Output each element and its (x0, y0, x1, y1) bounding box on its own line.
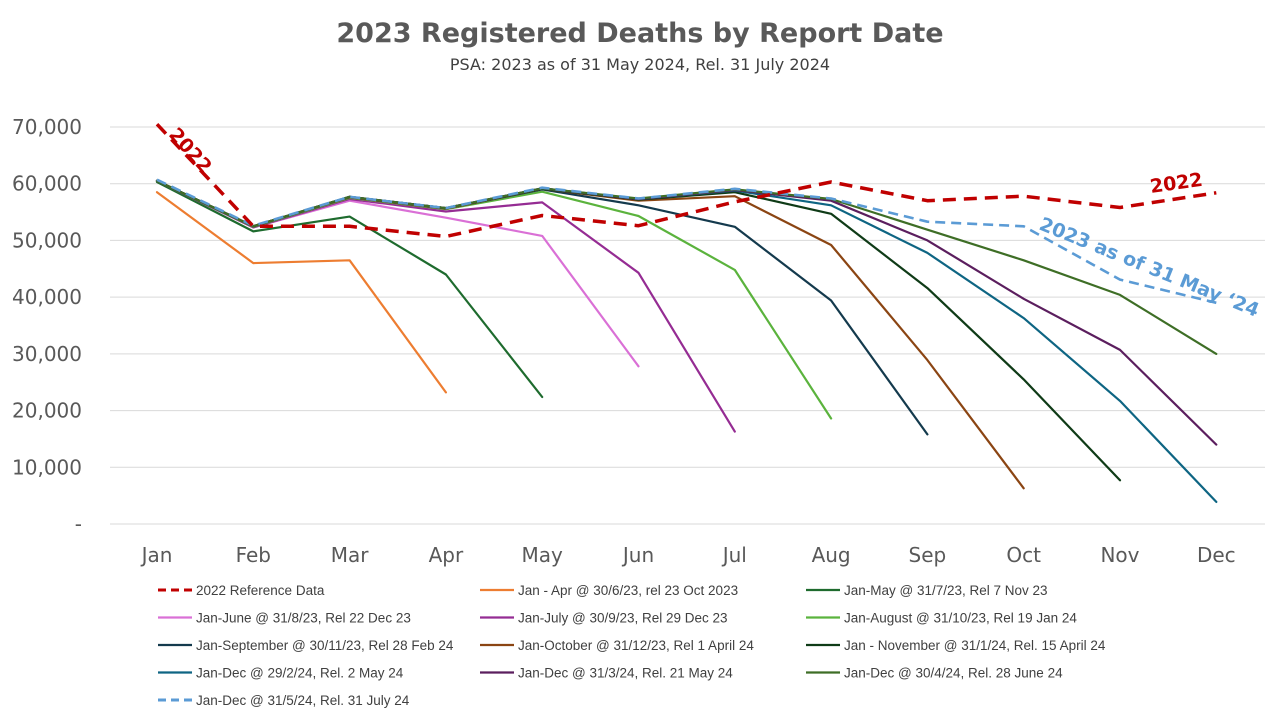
legend-item: Jan - November @ 31/1/24, Rel. 15 April … (806, 638, 1106, 653)
legend-item: Jan - Apr @ 30/6/23, rel 23 Oct 2023 (480, 583, 738, 598)
y-tick-label: - (75, 512, 82, 536)
gridlines (110, 126, 1265, 525)
legend-label: Jan-August @ 31/10/23, Rel 19 Jan 24 (844, 611, 1077, 626)
legend-item: Jan-Dec @ 30/4/24, Rel. 28 June 24 (806, 666, 1063, 681)
legend-item: Jan-Dec @ 31/3/24, Rel. 21 May 24 (480, 666, 733, 681)
legend-item: Jan-June @ 31/8/23, Rel 22 Dec 23 (158, 611, 411, 626)
legend-item: Jan-Dec @ 31/5/24, Rel. 31 July 24 (158, 693, 410, 708)
x-tick-label: Jan (140, 543, 173, 567)
annotation-2023-may24: 2023 as of 31 May ‘24 (1036, 213, 1262, 321)
x-tick-label: Nov (1100, 543, 1139, 567)
legend-item: Jan-July @ 30/9/23, Rel 29 Dec 23 (480, 611, 728, 626)
legend-label: Jan-May @ 31/7/23, Rel 7 Nov 23 (844, 583, 1048, 598)
y-tick-label: 60,000 (12, 172, 82, 196)
series-line-5 (155, 179, 833, 420)
y-tick-label: 20,000 (12, 399, 82, 423)
legend-label: Jan-Dec @ 29/2/24, Rel. 2 May 24 (196, 666, 404, 681)
x-axis-ticks: Jan Feb Mar Apr May Jun Jul Aug Sep Oct Nov Dec (140, 543, 1236, 567)
legend-item: Jan-Dec @ 29/2/24, Rel. 2 May 24 (158, 666, 404, 681)
chart-subtitle: PSA: 2023 as of 31 May 2024, Rel. 31 Jul… (450, 55, 830, 74)
annotation-2022-right: 2022 (1149, 169, 1204, 198)
y-tick-label: 10,000 (12, 455, 82, 479)
series-line-2 (155, 180, 544, 399)
y-tick-label: 40,000 (12, 285, 82, 309)
legend-item: 2022 Reference Data (158, 583, 325, 598)
chart-title: 2023 Registered Deaths by Report Date (336, 18, 943, 49)
y-axis-ticks: - 10,000 20,000 30,000 40,000 50,000 60,000 70,… (12, 115, 82, 536)
legend-item: Jan-September @ 30/11/23, Rel 28 Feb 24 (158, 638, 454, 653)
y-tick-label: 50,000 (12, 228, 82, 252)
x-tick-label: Oct (1006, 543, 1041, 567)
x-tick-label: Apr (429, 543, 464, 567)
x-tick-label: Sep (909, 543, 947, 567)
legend-label: Jan-Dec @ 31/5/24, Rel. 31 July 24 (196, 693, 410, 708)
series-line-3 (155, 179, 640, 368)
legend-label: Jan-October @ 31/12/23, Rel 1 April 24 (518, 638, 754, 653)
legend-label: Jan-July @ 30/9/23, Rel 29 Dec 23 (518, 611, 728, 626)
legend-label: Jan-Dec @ 31/3/24, Rel. 21 May 24 (518, 666, 733, 681)
x-tick-label: Feb (236, 543, 271, 567)
series-line-1 (155, 191, 447, 394)
x-tick-label: Mar (331, 543, 370, 567)
x-tick-label: Jun (621, 543, 654, 567)
legend-label: Jan - November @ 31/1/24, Rel. 15 April … (844, 638, 1106, 653)
x-tick-label: Jul (721, 543, 747, 567)
x-tick-label: Aug (812, 543, 851, 567)
legend-label: 2022 Reference Data (196, 583, 325, 598)
legend: 2022 Reference Data Jan - Apr @ 30/6/23, … (158, 583, 1106, 708)
series-line-0 (155, 122, 1217, 239)
x-tick-label: Dec (1197, 543, 1236, 567)
series-line-11 (155, 179, 1218, 355)
y-tick-label: 70,000 (12, 115, 82, 139)
y-tick-label: 30,000 (12, 342, 82, 366)
series-line-12 (156, 178, 1217, 305)
legend-item: Jan-May @ 31/7/23, Rel 7 Nov 23 (806, 583, 1048, 598)
series-lines (155, 122, 1218, 503)
legend-item: Jan-October @ 31/12/23, Rel 1 April 24 (480, 638, 754, 653)
legend-label: Jan - Apr @ 30/6/23, rel 23 Oct 2023 (518, 583, 738, 598)
legend-label: Jan-September @ 30/11/23, Rel 28 Feb 24 (196, 638, 454, 653)
legend-label: Jan-Dec @ 30/4/24, Rel. 28 June 24 (844, 666, 1063, 681)
annotation-2022-left: 2022 (164, 124, 216, 178)
x-tick-label: May (522, 543, 564, 567)
legend-item: Jan-August @ 31/10/23, Rel 19 Jan 24 (806, 611, 1077, 626)
legend-label: Jan-June @ 31/8/23, Rel 22 Dec 23 (196, 611, 411, 626)
